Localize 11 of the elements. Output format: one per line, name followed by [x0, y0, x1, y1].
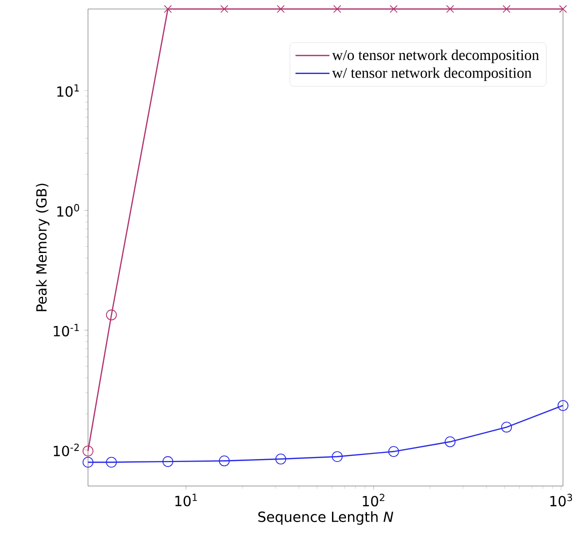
y-tick-label: 10$^{-2}$	[54, 444, 79, 456]
y-tick-label: 10$^{1}$	[57, 84, 79, 97]
x-tick-label: 10$^{3}$	[550, 494, 572, 506]
x-axis-title: Sequence Length N	[258, 511, 394, 525]
legend-label: w/o tensor network decomposition	[332, 50, 539, 64]
y-tick-label: 10$^{0}$	[57, 204, 80, 217]
legend-label: w/ tensor network decomposition	[332, 67, 532, 81]
x-tick-label: 10$^{2}$	[362, 494, 384, 506]
y-axis-title: Peak Memory (GB)	[36, 184, 50, 312]
y-tick-label: 10$^{-1}$	[54, 324, 79, 336]
x-tick-label: 10$^{1}$	[175, 494, 197, 506]
